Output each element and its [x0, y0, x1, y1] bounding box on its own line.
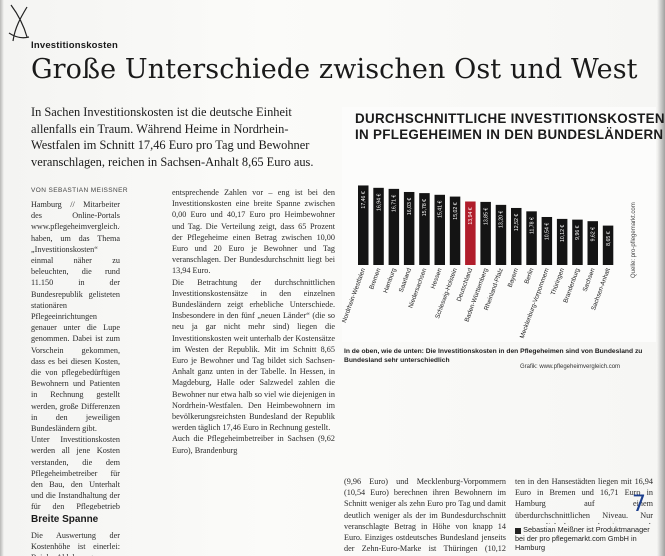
- bar-value-label: 9,62 €: [591, 227, 597, 242]
- bar-saarland: [403, 191, 415, 265]
- bar-value-label: 12,52 €: [514, 214, 520, 231]
- category-label: Saarland: [398, 267, 413, 294]
- column-1-continued: Die Auswertung der Kostenhöhe ist einerl…: [31, 531, 120, 556]
- category-label: Hessen: [430, 267, 444, 290]
- bar-deutschland: [465, 201, 476, 265]
- kicker: Investitionskosten: [31, 40, 119, 51]
- chart-caption-text: In de oben, wie de unten: Die Investitio…: [344, 348, 643, 364]
- chart-title: DURCHSCHNITTLICHE INVESTITIONSKOSTEN IN …: [355, 111, 665, 143]
- bar-hamburg: [388, 188, 400, 265]
- scan-edge-left: [0, 0, 4, 556]
- bar-value-label: 16,94 €: [376, 194, 382, 211]
- bar-chart: 17,46 € Nordrhein-Westfalen 16,94 € Bremen 1…: [342, 185, 614, 340]
- bar-nordrhein-westfalen: [358, 185, 369, 265]
- bar-brandenburg: [572, 219, 583, 265]
- bar-baden-württemberg: [480, 201, 491, 265]
- column-2: entsprechende Zahlen vor – eng ist bei d…: [172, 188, 335, 455]
- scan-edge-right: [657, 0, 665, 556]
- bar-bayern: [511, 207, 522, 265]
- bar-value-label: 16,71 €: [392, 195, 398, 212]
- category-label: Thüringen: [550, 267, 566, 297]
- lede: In Sachen Investitionskosten ist die deu…: [31, 105, 314, 169]
- bar-sachsen: [587, 221, 598, 265]
- bar-rheinland-pfalz: [495, 204, 507, 265]
- bar-value-label: 15,02 €: [453, 202, 459, 219]
- bar-bremen: [373, 187, 384, 265]
- bar-value-label: 17,46 €: [361, 191, 367, 208]
- bar-value-label: 8,65 €: [606, 231, 612, 246]
- headline: Große Unterschiede zwischen Ost und West: [31, 54, 638, 85]
- bar-value-label: 11,78 €: [529, 217, 535, 234]
- bar-mecklenburg-vorpommern: [541, 216, 553, 265]
- bar-value-label: 13,85 €: [483, 208, 489, 225]
- chart-credit: Grafik: www.pflegeheimvergleich.com: [520, 364, 621, 370]
- chart-title-line-2: IN PFLEGEHEIMEN IN DEN BUNDESLÄNDERN: [355, 127, 664, 142]
- category-label: Sachsen: [582, 267, 597, 293]
- bar-niedersachsen: [419, 193, 430, 265]
- category-label: Mecklenburg-Vorpommern: [519, 267, 551, 340]
- category-label: Brandenburg: [562, 267, 581, 304]
- column-3: (9,96 Euro) und Mecklenburg-Vorpommern (…: [344, 477, 506, 556]
- bar-thüringen: [556, 218, 568, 265]
- category-label: Berlin: [523, 267, 535, 285]
- column-4: ten in den Hansestädten liegen mit 16,94…: [515, 477, 653, 524]
- chart-title-line-1: DURCHSCHNITTLICHE INVESTITIONSKOSTEN: [355, 111, 665, 126]
- bar-hessen: [434, 194, 445, 265]
- category-label: Nordrhein-Westfalen: [342, 267, 367, 324]
- category-label: Bremen: [368, 267, 382, 291]
- author-byline: Von Sebastian Meißner: [31, 187, 128, 194]
- chart-caption: In de oben, wie de unten: Die Investitio…: [344, 347, 644, 365]
- bar-value-label: 9,96 €: [575, 225, 581, 240]
- chart-source: Quelle: pro-pflegemarkt.com: [631, 202, 637, 278]
- bar-sachsen-anhalt: [602, 225, 614, 265]
- category-label: Hamburg: [382, 267, 398, 294]
- bar-value-label: 13,94 €: [468, 207, 474, 224]
- author-note-marker-icon: [515, 528, 521, 534]
- column-1: Hamburg // Mitarbeiter des Online-Portal…: [31, 200, 120, 510]
- subhead-breite-spanne: Breite Spanne: [31, 514, 99, 525]
- category-label: Bayern: [507, 267, 521, 289]
- bar-value-label: 13,20 €: [499, 211, 505, 228]
- bar-schleswig-holstein: [449, 196, 461, 265]
- pen-mark-icon: [8, 4, 30, 42]
- bar-value-label: 10,12 €: [560, 225, 566, 242]
- bar-value-label: 15,78 €: [422, 199, 428, 216]
- bar-value-label: 15,41 €: [438, 200, 444, 217]
- author-note: Sebastian Meißner ist Produktmanager bei…: [515, 525, 650, 552]
- bar-value-label: 10,54 €: [545, 223, 551, 240]
- bar-berlin: [526, 211, 537, 265]
- bar-value-label: 16,03 €: [407, 198, 413, 215]
- handwritten-page-number: 7: [632, 492, 646, 517]
